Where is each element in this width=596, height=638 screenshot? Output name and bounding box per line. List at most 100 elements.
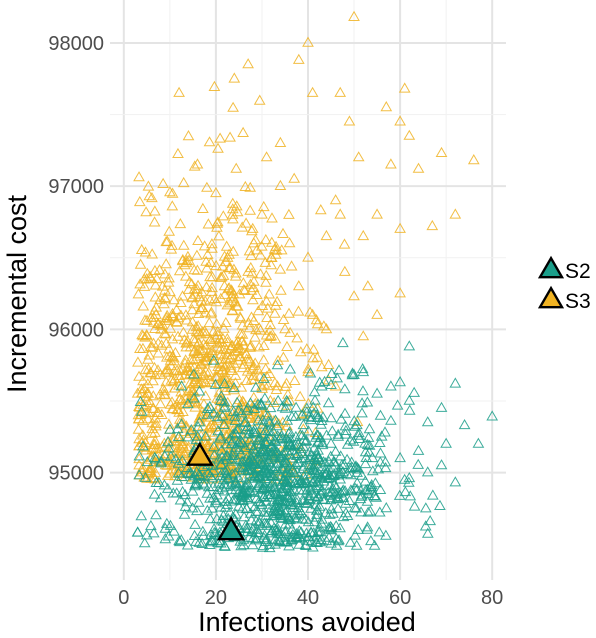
point	[174, 494, 187, 505]
point	[153, 263, 166, 275]
point	[281, 491, 294, 502]
point	[220, 255, 232, 267]
point	[193, 377, 206, 389]
point	[258, 339, 270, 350]
point	[268, 442, 280, 453]
point	[201, 262, 213, 273]
point	[297, 440, 310, 451]
point	[196, 537, 208, 548]
point	[296, 409, 309, 420]
point	[201, 408, 214, 419]
point	[192, 363, 205, 374]
point	[234, 448, 247, 459]
point	[258, 482, 271, 493]
point	[202, 481, 215, 492]
point	[239, 416, 252, 427]
point	[352, 463, 365, 474]
point	[250, 515, 262, 526]
point	[231, 453, 243, 464]
point	[203, 426, 216, 437]
point	[263, 541, 276, 553]
point	[181, 461, 194, 472]
point	[284, 489, 296, 500]
point	[292, 280, 305, 291]
point	[240, 347, 252, 359]
point	[137, 300, 150, 311]
point	[132, 423, 145, 434]
point	[332, 428, 345, 439]
point	[175, 470, 188, 481]
point	[198, 398, 210, 409]
point	[260, 467, 273, 478]
point	[236, 328, 249, 339]
point	[303, 445, 316, 456]
point	[232, 486, 245, 497]
point	[166, 200, 179, 211]
point	[320, 535, 333, 546]
point	[201, 181, 213, 192]
point	[164, 322, 177, 333]
point	[223, 433, 236, 444]
point	[207, 357, 220, 368]
point	[327, 507, 339, 518]
point	[403, 340, 416, 351]
point	[148, 488, 161, 499]
point	[222, 492, 235, 504]
point	[356, 469, 368, 480]
point	[357, 229, 370, 241]
point	[259, 233, 272, 245]
point	[472, 437, 485, 448]
point	[204, 536, 217, 547]
point	[244, 507, 257, 518]
point	[302, 251, 314, 262]
point	[137, 434, 150, 445]
point	[424, 515, 437, 526]
point	[213, 230, 225, 241]
point	[350, 502, 363, 513]
point	[359, 457, 372, 469]
point	[357, 330, 370, 341]
point	[172, 330, 184, 341]
point	[226, 452, 238, 463]
point	[171, 474, 184, 485]
point	[349, 529, 362, 540]
point	[256, 498, 268, 509]
point	[312, 475, 325, 486]
point	[186, 485, 199, 496]
point	[236, 335, 249, 346]
point	[189, 373, 201, 384]
point	[316, 439, 329, 450]
point	[148, 216, 161, 227]
point	[353, 426, 365, 438]
point	[335, 413, 348, 424]
y-tick-label: 95000	[48, 463, 104, 485]
point	[143, 190, 156, 201]
point	[311, 351, 324, 362]
point	[162, 530, 175, 541]
point	[217, 269, 230, 280]
point	[334, 86, 347, 97]
point	[229, 475, 242, 486]
point	[449, 377, 462, 388]
point	[144, 396, 157, 408]
point	[232, 354, 244, 365]
point	[380, 501, 393, 513]
point	[250, 244, 263, 255]
point	[394, 375, 406, 387]
point	[243, 353, 256, 364]
point	[234, 342, 247, 353]
point	[327, 456, 340, 467]
point	[205, 336, 218, 347]
point	[214, 271, 227, 282]
point	[214, 394, 227, 405]
point	[319, 468, 332, 479]
point	[310, 499, 323, 510]
point	[345, 484, 357, 495]
point	[306, 86, 319, 97]
point	[233, 393, 246, 405]
y-tick-label: 96000	[48, 319, 104, 341]
point	[145, 311, 158, 322]
point	[205, 419, 218, 430]
point	[135, 510, 148, 521]
point	[195, 301, 208, 312]
